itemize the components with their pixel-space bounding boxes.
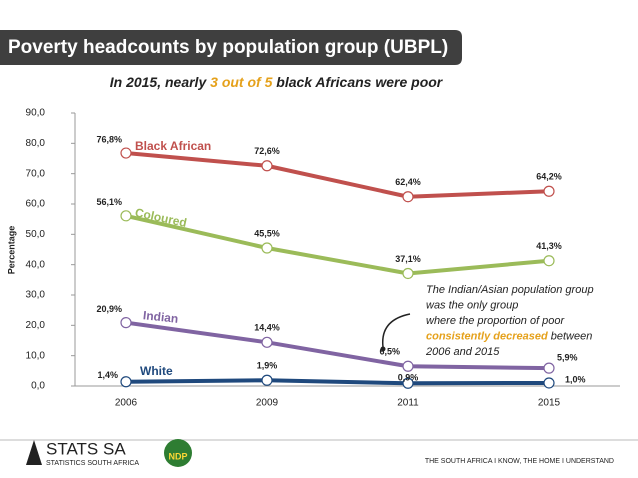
x-tick-label: 2011	[397, 398, 419, 409]
y-tick-label: 30,0	[26, 290, 46, 301]
annotation-run: 2006 and 2015	[425, 346, 500, 358]
value-label: 1,4%	[97, 370, 118, 380]
value-label: 62,4%	[395, 177, 421, 187]
marker	[261, 160, 273, 172]
subtitle-part: 3 out of 5	[210, 74, 272, 90]
marker	[543, 255, 555, 267]
marker	[120, 210, 132, 222]
value-label: 45,5%	[254, 228, 280, 238]
annotation-run: was the only group	[426, 299, 518, 311]
annotation-line: was the only group	[426, 299, 518, 311]
slide-title: Poverty headcounts by population group (…	[8, 37, 448, 58]
subtitle: In 2015, nearly 3 out of 5 black African…	[110, 74, 444, 90]
y-tick-label: 50,0	[26, 229, 46, 240]
series-line	[125, 378, 550, 386]
annotation-line: where the proportion of poor	[426, 315, 566, 327]
series-name: Black African	[135, 139, 211, 153]
series-name: White	[140, 364, 173, 378]
marker	[402, 191, 414, 203]
x-tick-label: 2006	[115, 398, 138, 409]
subtitle-part: In 2015, nearly	[110, 74, 210, 90]
marker	[120, 376, 132, 388]
series-line	[125, 213, 550, 276]
series-name: Indian	[142, 308, 179, 326]
logo-subtext: STATISTICS SOUTH AFRICA	[46, 460, 139, 467]
series-line	[125, 151, 550, 199]
marker	[543, 362, 555, 374]
ndp-logo	[164, 439, 192, 467]
value-label: 76,8%	[96, 134, 122, 144]
y-tick-label: 40,0	[26, 259, 46, 270]
annotation-line: 2006 and 2015	[425, 346, 500, 358]
marker	[261, 374, 273, 386]
ndp-text: NDP	[168, 451, 187, 461]
value-label: 0,9%	[398, 373, 419, 383]
annotation-dot	[380, 346, 386, 352]
annotation-line: The Indian/Asian population group	[426, 284, 594, 296]
y-tick-label: 10,0	[26, 350, 46, 361]
value-label: 72,6%	[254, 146, 280, 156]
series-line	[125, 320, 550, 371]
marker	[402, 267, 414, 280]
marker	[120, 147, 132, 159]
value-label: 6,5%	[379, 347, 400, 357]
marker	[402, 377, 414, 389]
annotation-run: between	[548, 330, 593, 342]
value-label: 41,3%	[536, 241, 562, 251]
y-tick-label: 20,0	[26, 320, 46, 331]
x-tick-label: 2015	[538, 398, 561, 409]
value-label: 20,9%	[96, 304, 122, 314]
marker	[402, 360, 414, 372]
annotation-run: The Indian/Asian population group	[426, 284, 594, 296]
marker	[543, 377, 555, 389]
title-bar	[0, 30, 462, 65]
series-name: Coloured	[134, 205, 188, 230]
marker	[120, 317, 132, 329]
marker	[261, 242, 273, 254]
annotation-run: consistently decreased	[426, 330, 548, 342]
stats-sa-logo: STATS SA STATISTICS SOUTH AFRICA	[26, 439, 139, 467]
value-label: 5,9%	[557, 352, 578, 362]
subtitle-part: black Africans were poor	[272, 74, 443, 90]
value-label: 37,1%	[395, 254, 421, 264]
y-tick-label: 80,0	[26, 138, 46, 149]
slogan: THE SOUTH AFRICA I KNOW, THE HOME I UNDE…	[425, 458, 614, 465]
y-tick-label: 60,0	[26, 199, 46, 210]
y-tick-label: 90,0	[26, 108, 46, 119]
y-axis-label: Percentage	[6, 226, 16, 275]
marker	[543, 185, 555, 197]
annotation-line: consistently decreased between	[426, 330, 592, 342]
value-label: 56,1%	[96, 197, 122, 207]
value-label: 64,2%	[536, 172, 562, 182]
x-tick-label: 2009	[256, 398, 279, 409]
value-label: 1,9%	[257, 361, 278, 371]
annotation-run: where the proportion of poor	[426, 315, 566, 327]
value-label: 1,0%	[565, 374, 586, 384]
marker	[261, 336, 273, 348]
y-tick-label: 0,0	[31, 381, 45, 392]
annotation-arrow	[382, 313, 411, 348]
logo-text: STATS SA	[46, 439, 126, 458]
y-tick-label: 70,0	[26, 168, 46, 179]
value-label: 14,4%	[254, 323, 280, 333]
